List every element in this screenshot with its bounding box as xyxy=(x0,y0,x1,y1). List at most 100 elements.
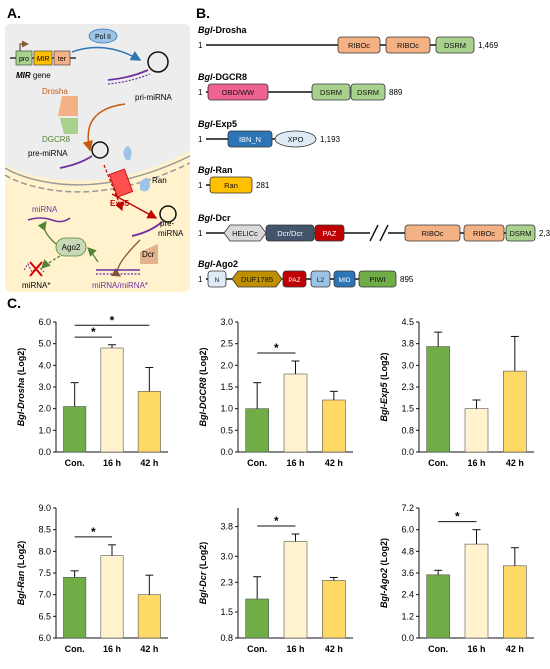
dcr-shape xyxy=(140,244,158,264)
y-tick-label: 3.0 xyxy=(401,360,414,370)
x-tick-label: Con. xyxy=(247,644,267,654)
y-tick-label: 2.0 xyxy=(38,404,51,414)
y-tick-label: 0.0 xyxy=(401,447,414,457)
y-tick-label: 6.0 xyxy=(401,525,414,535)
y-tick-label: 0.8 xyxy=(220,633,233,643)
domain-label: HELICc xyxy=(232,229,258,238)
y-axis-label: Bgl-Ago2 (Log2) xyxy=(379,538,389,608)
y-label-gene: -Exp5 xyxy=(379,382,389,408)
degradation-cross-icon xyxy=(29,261,43,277)
bar xyxy=(322,399,346,453)
y-tick-label: 2.4 xyxy=(401,590,414,600)
x-tick-label: 16 h xyxy=(286,458,304,468)
domain-label: IBN_N xyxy=(239,135,261,144)
significance-star: * xyxy=(274,514,279,528)
bar xyxy=(245,408,269,453)
mir-label: MIR xyxy=(37,56,50,63)
y-label-unit: (Log2) xyxy=(379,538,389,568)
y-tick-label: 4.5 xyxy=(401,317,414,327)
protein-gene: -Drosha xyxy=(213,25,248,35)
promoter-box xyxy=(15,50,33,66)
protein-end: 889 xyxy=(389,88,403,97)
protein-name: Bgl-Exp5 xyxy=(198,119,237,129)
bar xyxy=(503,370,527,453)
protein-species: Bgl xyxy=(198,259,213,269)
y-label-gene: -Drosha xyxy=(16,378,26,412)
protein-gene: -Exp5 xyxy=(213,119,238,129)
break-mark-icon xyxy=(369,224,389,242)
protein-name: Bgl-DGCR8 xyxy=(198,72,247,82)
bar xyxy=(464,408,489,453)
ran-label: Ran xyxy=(152,176,167,185)
y-label-gene: -Ago2 xyxy=(379,568,389,594)
y-tick-label: 4.8 xyxy=(401,546,414,556)
domain-shape xyxy=(385,36,431,54)
domain-label: RIBOc xyxy=(421,229,443,238)
bar xyxy=(137,594,161,639)
y-label-species: Bgl xyxy=(198,589,208,604)
y-label-unit: (Log2) xyxy=(16,348,26,378)
domain-shape xyxy=(209,176,253,194)
protein-row-dgcr8: Bgl-DGCR8 1 OBD/WW DSRM DSRM 889 xyxy=(198,72,403,101)
protein-end: 1,469 xyxy=(478,41,499,50)
exp5-shape xyxy=(108,168,134,198)
drosha-label: Drosha xyxy=(42,87,68,96)
significance-star: * xyxy=(110,313,115,327)
protein-name: Bgl-Drosha xyxy=(198,25,247,35)
x-tick-label: Con. xyxy=(65,644,85,654)
domain-shape xyxy=(310,270,331,288)
domain-label: DSRM xyxy=(357,88,379,97)
y-tick-label: 2.0 xyxy=(220,360,233,370)
x-tick-label: 16 h xyxy=(467,458,485,468)
pol-ii-label: Pol II xyxy=(95,34,111,41)
significance-star: * xyxy=(455,510,460,524)
domain-label: OBD/WW xyxy=(222,88,255,97)
bar xyxy=(245,598,269,639)
y-label-species: Bgl xyxy=(16,411,26,426)
domain-shape xyxy=(282,270,307,288)
cyto-pre-mirna-loop xyxy=(159,205,177,223)
domain-shape xyxy=(358,270,397,288)
domain-shape xyxy=(227,130,273,148)
protein-name: Bgl-Ago2 xyxy=(198,259,238,269)
protein-gene: -Ran xyxy=(213,165,233,175)
pre-mirna-loop xyxy=(91,141,109,159)
y-tick-label: 7.2 xyxy=(401,503,414,513)
protein-start: 1 xyxy=(198,41,203,50)
y-tick-label: 9.0 xyxy=(38,503,51,513)
protein-end: 2,332 xyxy=(539,229,550,238)
y-label-unit: (Log2) xyxy=(379,352,389,382)
domain-label: Dcr/Dcr xyxy=(277,229,303,238)
domain-shape xyxy=(435,36,475,54)
y-tick-label: 0.8 xyxy=(401,425,414,435)
x-tick-label: 16 h xyxy=(103,644,121,654)
y-tick-label: 7.5 xyxy=(38,568,51,578)
y-axis-label: Bgl-Dcr (Log2) xyxy=(198,542,208,605)
domain-shape xyxy=(207,83,269,101)
y-label-species: Bgl xyxy=(379,407,389,422)
y-tick-label: 1.2 xyxy=(401,611,414,621)
bar-chart-drosha: 0.0 1.0 2.0 3.0 4.0 5.0 6.0 Bgl-Drosha (Log2) Co… xyxy=(16,313,168,468)
x-tick-label: 42 h xyxy=(325,458,343,468)
domain-shape xyxy=(207,270,227,288)
y-label-gene: -Dcr xyxy=(198,571,208,590)
bar xyxy=(283,373,308,453)
domain-label: RIBOc xyxy=(473,229,495,238)
y-tick-label: 1.5 xyxy=(401,404,414,414)
y-tick-label: 3.8 xyxy=(220,522,233,532)
x-tick-label: 16 h xyxy=(467,644,485,654)
y-tick-label: 0.5 xyxy=(220,425,233,435)
domain-label: Ran xyxy=(224,181,238,190)
dcr-label: Dcr xyxy=(142,250,155,259)
domain-shape xyxy=(311,83,351,101)
panel-label-a: A. xyxy=(7,5,21,21)
y-tick-label: 6.0 xyxy=(38,317,51,327)
y-tick-label: 3.8 xyxy=(401,339,414,349)
x-tick-label: 16 h xyxy=(286,644,304,654)
domain-label: XPO xyxy=(288,135,304,144)
gene-label: MIR gene xyxy=(16,71,51,80)
protein-name: Bgl-Dcr xyxy=(198,213,231,223)
protein-start: 1 xyxy=(198,181,203,190)
